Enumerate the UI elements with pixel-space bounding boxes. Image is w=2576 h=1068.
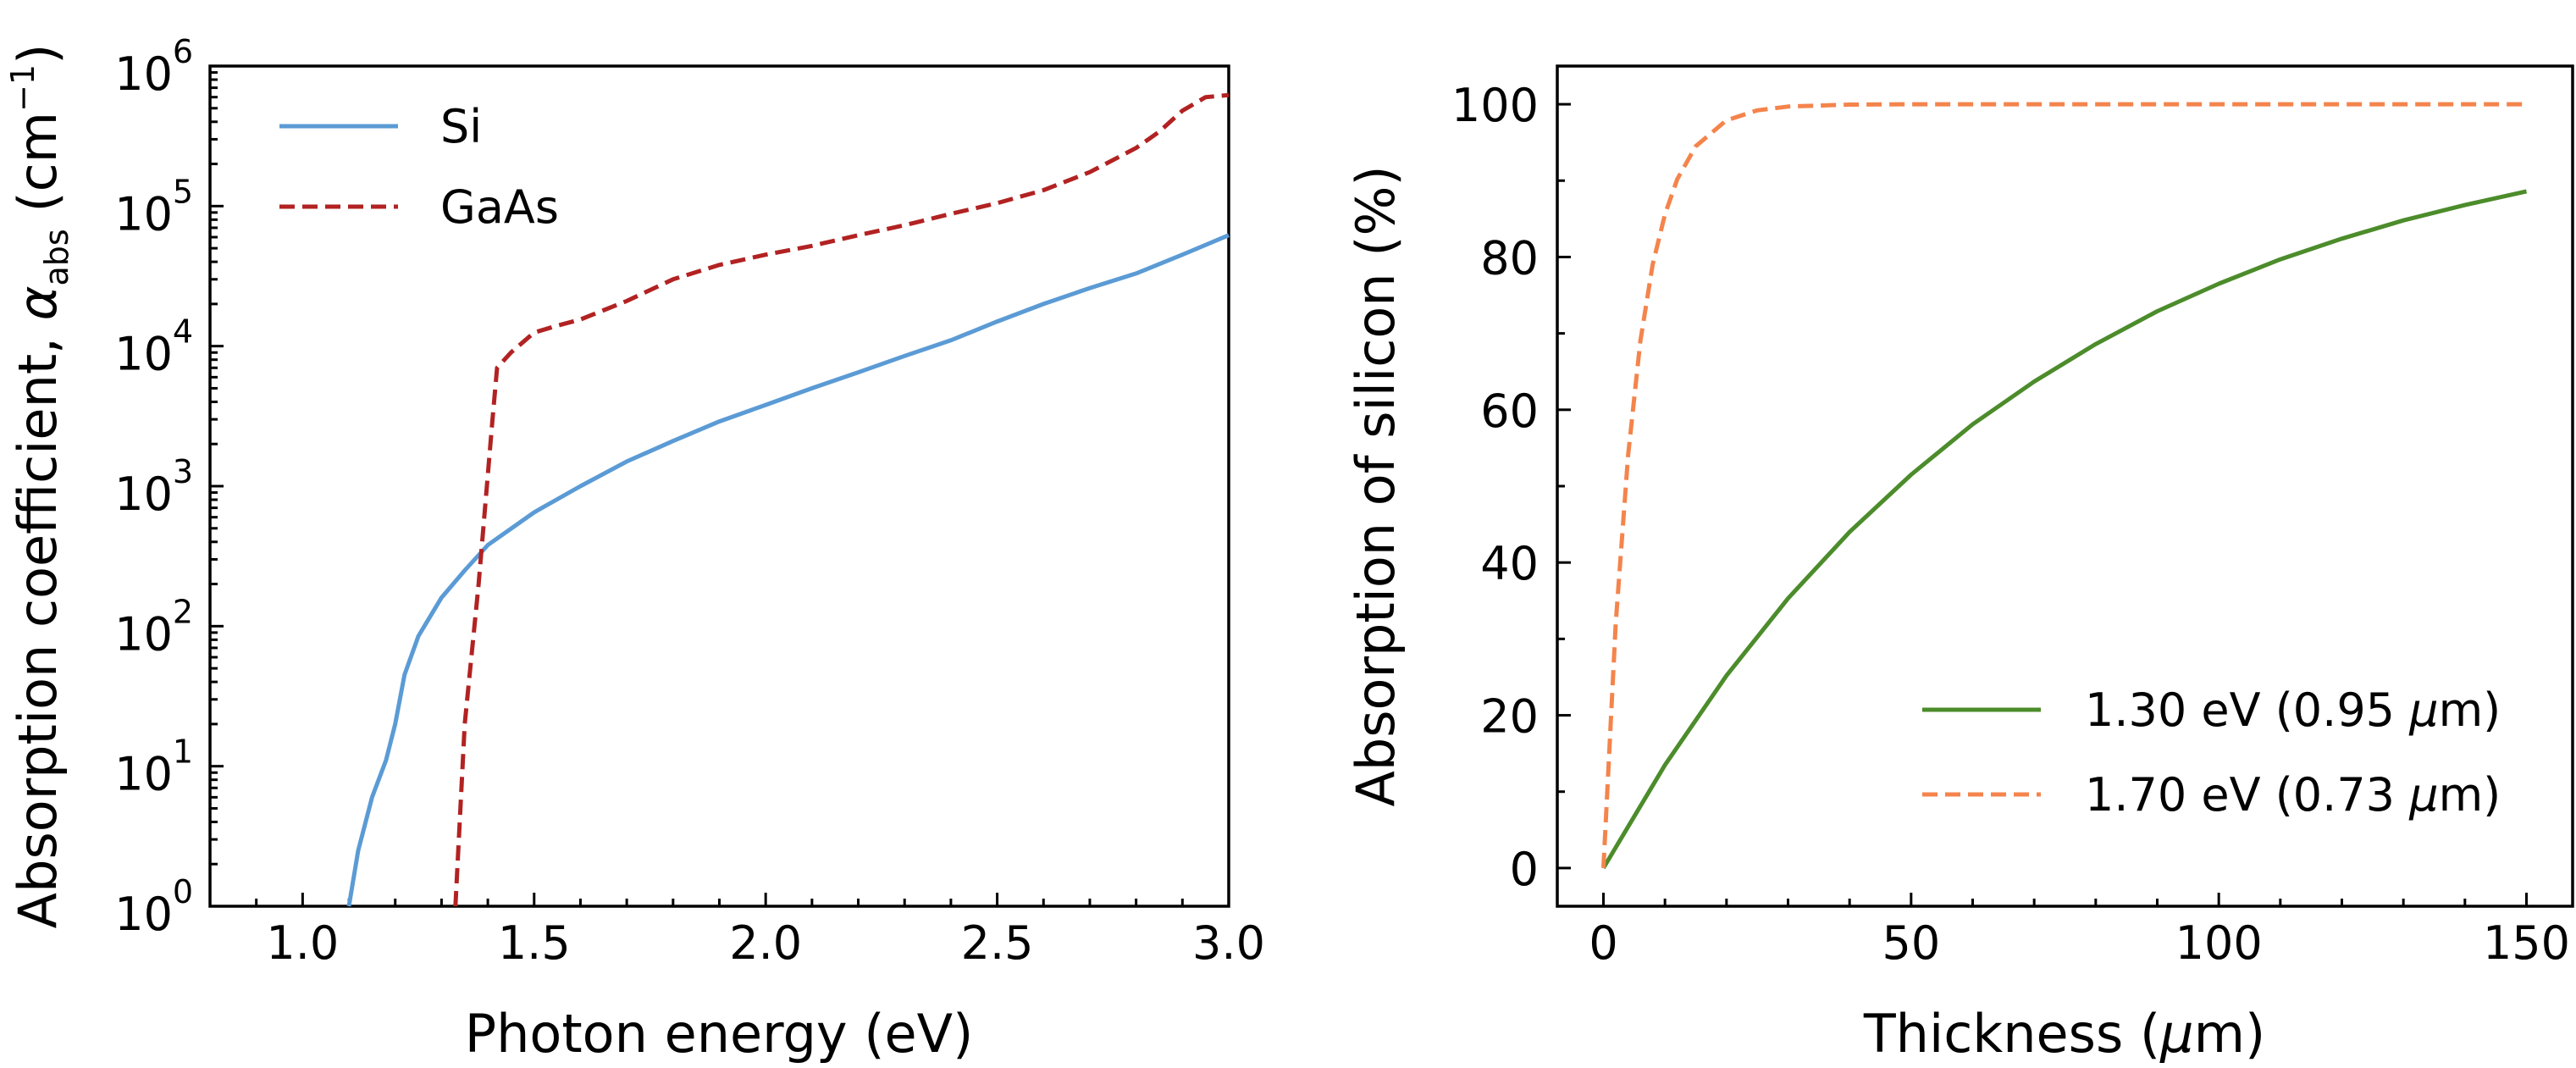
- x-tick-label: 50: [1882, 916, 1940, 970]
- y-tick-label: 101: [114, 733, 193, 801]
- series-line-1-70ev: [1601, 102, 2527, 869]
- y-tick-exponent: 5: [173, 173, 193, 210]
- series-line-1-30ev: [1601, 189, 2528, 870]
- y-tick-label: 105: [114, 173, 193, 241]
- y-tick-label: 102: [114, 593, 193, 661]
- y-tick-label: 106: [114, 33, 193, 101]
- series-line-gaas: [453, 92, 1230, 907]
- legend-label-si: Si: [440, 100, 482, 153]
- y-tick-label: 40: [1480, 537, 1539, 590]
- y-tick-exponent: 3: [173, 453, 193, 490]
- x-tick-label: 3.0: [1192, 916, 1265, 970]
- x-tick-label: 100: [2175, 916, 2263, 970]
- y-tick-exponent: 0: [173, 873, 193, 910]
- y-tick-label: 104: [114, 313, 193, 381]
- x-tick-label: 1.0: [266, 916, 339, 970]
- x-axis-title: Thickness (μm): [1863, 1003, 2265, 1065]
- legend-label-1-70ev: 1.70 eV (0.73 μm): [2085, 768, 2501, 822]
- y-axis-title: Absorption of silicon (%): [1345, 165, 1407, 806]
- y-axis-title: Absorption coefficient, αabs (cm−1): [4, 44, 75, 929]
- x-tick-label: 2.5: [961, 916, 1034, 970]
- y-tick-label: 20: [1480, 690, 1539, 744]
- series-line-si: [346, 233, 1230, 907]
- silicon-absorption-chart: 0 50 100 150 0 20 40 60 80 100 Thickness (μm) Abs…: [1345, 64, 2574, 1065]
- y-tick-label: 0: [1510, 843, 1539, 896]
- y-tick-label: 103: [114, 453, 193, 521]
- y-tick-label: 80: [1480, 231, 1539, 285]
- legend: Si GaAs: [279, 100, 559, 234]
- legend: 1.30 eV (0.95 μm) 1.70 eV (0.73 μm): [1922, 683, 2501, 822]
- y-tick-exponent: 4: [173, 313, 193, 351]
- legend-label-1-30ev: 1.30 eV (0.95 μm): [2085, 683, 2501, 737]
- x-tick-label: 0: [1589, 916, 1617, 970]
- x-tick-label: 150: [2483, 916, 2570, 970]
- y-tick-exponent: 1: [173, 733, 193, 771]
- y-tick-label: 100: [1451, 79, 1539, 132]
- legend-label-gaas: GaAs: [440, 180, 559, 234]
- x-tick-label: 1.5: [498, 916, 571, 970]
- y-tick-exponent: 6: [173, 33, 193, 70]
- y-tick-label: 60: [1480, 385, 1539, 438]
- y-tick-label: 100: [114, 873, 193, 941]
- x-axis-title: Photon energy (eV): [465, 1003, 974, 1065]
- y-tick-exponent: 2: [173, 593, 193, 630]
- x-tick-label: 2.0: [729, 916, 802, 970]
- plot-frame: [208, 64, 1230, 908]
